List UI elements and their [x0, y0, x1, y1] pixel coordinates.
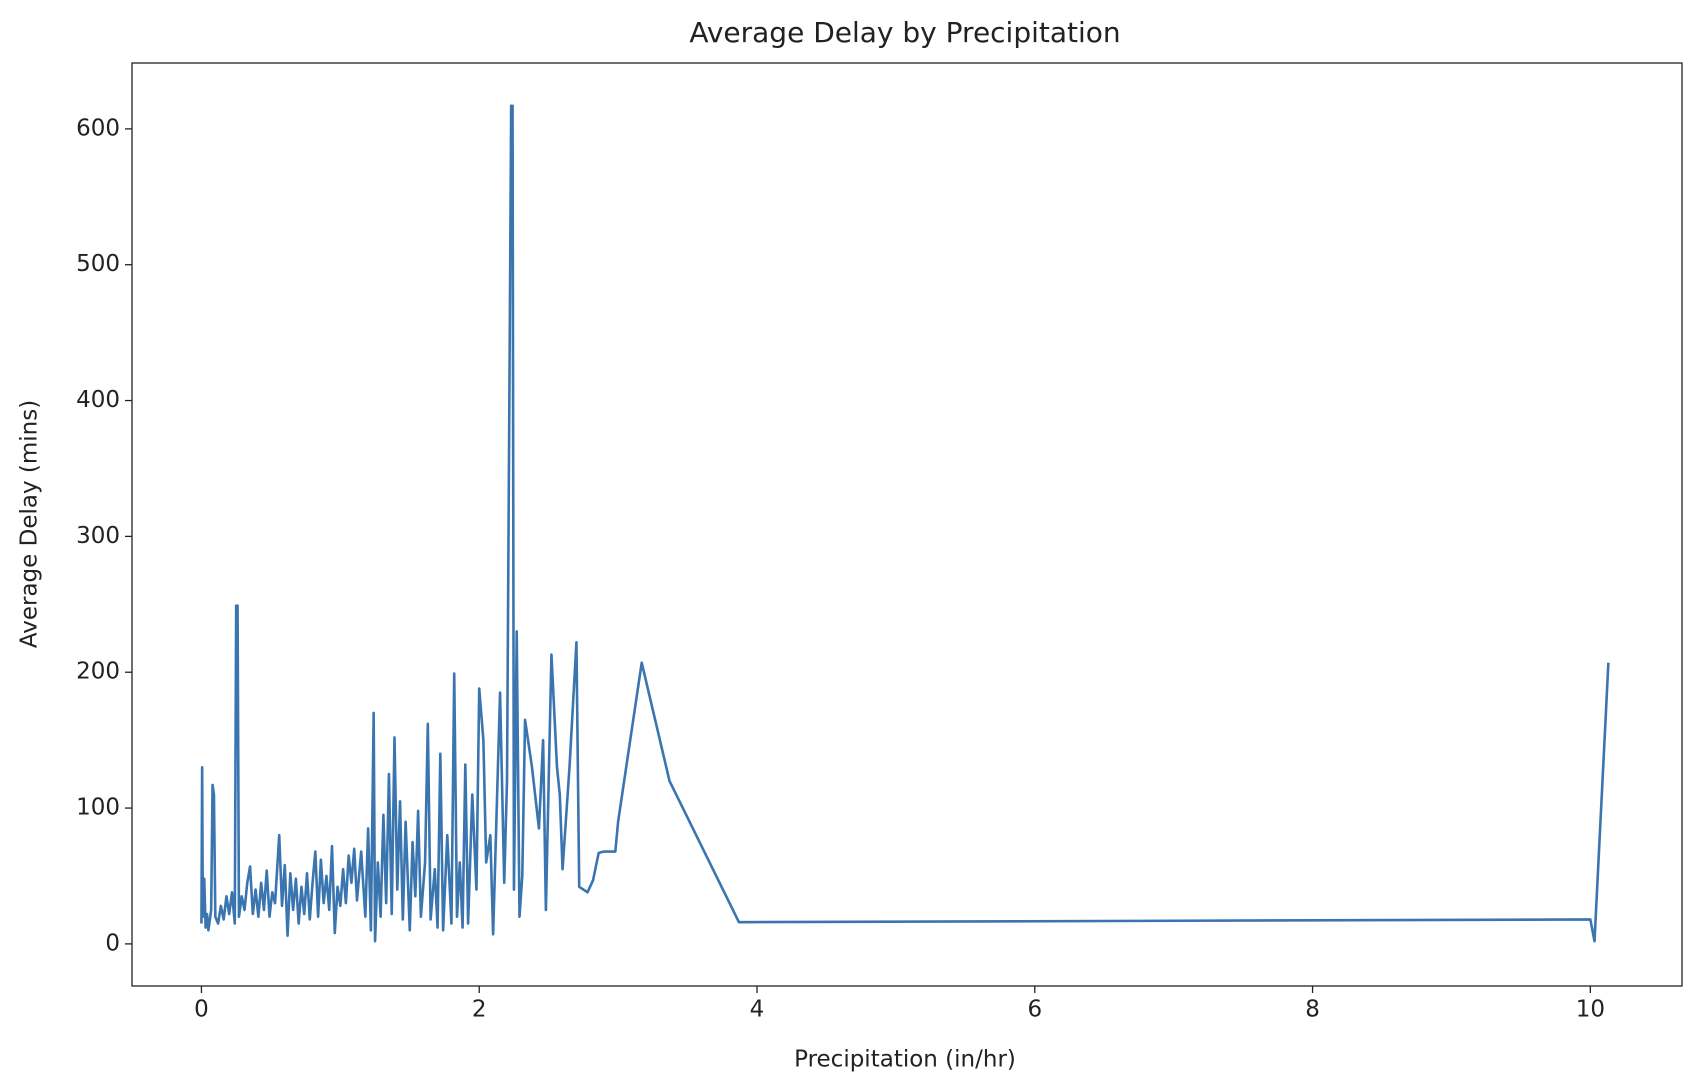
- y-tick-label: 200: [76, 659, 120, 685]
- y-axis-label: Average Delay (mins): [17, 400, 43, 648]
- plot-frame: [131, 62, 1683, 987]
- x-tick-label: 10: [1576, 997, 1605, 1023]
- y-tick-label: 300: [76, 523, 120, 549]
- data-line: [200, 104, 1610, 943]
- chart-title: Average Delay by Precipitation: [689, 16, 1120, 49]
- x-tick-label: 4: [750, 997, 765, 1023]
- x-tick-label: 0: [194, 997, 209, 1023]
- y-tick-label: 600: [76, 115, 120, 141]
- x-tick-label: 6: [1027, 997, 1042, 1023]
- y-tick-label: 500: [76, 251, 120, 277]
- x-axis-label: Precipitation (in/hr): [794, 1047, 1016, 1073]
- y-tick-label: 400: [76, 387, 120, 413]
- x-tick-label: 8: [1305, 997, 1320, 1023]
- y-tick-label: 100: [76, 795, 120, 821]
- x-tick-label: 2: [472, 997, 487, 1023]
- y-tick-label: 0: [105, 930, 120, 956]
